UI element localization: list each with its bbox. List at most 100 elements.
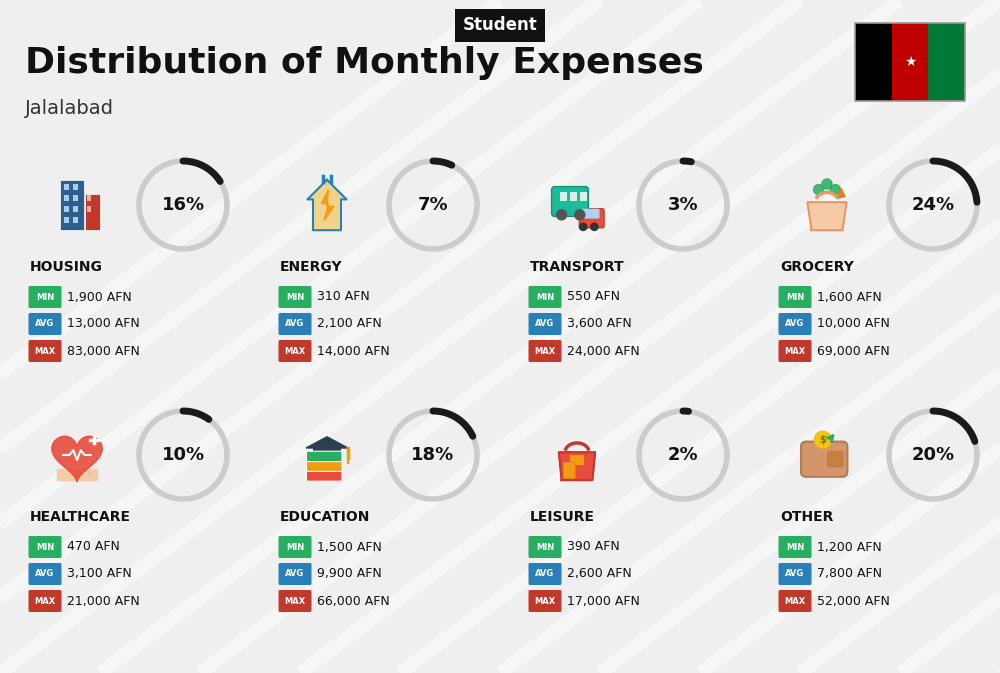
FancyBboxPatch shape	[778, 286, 812, 308]
Text: 2%: 2%	[668, 446, 698, 464]
Text: MIN: MIN	[786, 293, 804, 302]
Text: AVG: AVG	[35, 569, 55, 579]
FancyBboxPatch shape	[778, 313, 812, 335]
FancyBboxPatch shape	[306, 451, 342, 462]
Polygon shape	[807, 202, 847, 230]
Text: MAX: MAX	[34, 347, 56, 355]
Text: Distribution of Monthly Expenses: Distribution of Monthly Expenses	[25, 46, 704, 80]
FancyBboxPatch shape	[801, 441, 847, 476]
Text: 17,000 AFN: 17,000 AFN	[567, 594, 640, 608]
Text: Student: Student	[463, 16, 537, 34]
Polygon shape	[307, 180, 347, 230]
FancyBboxPatch shape	[528, 286, 562, 308]
Text: MAX: MAX	[34, 596, 56, 606]
Text: HEALTHCARE: HEALTHCARE	[30, 510, 131, 524]
FancyBboxPatch shape	[560, 192, 567, 201]
Circle shape	[830, 184, 840, 194]
FancyBboxPatch shape	[278, 286, 312, 308]
FancyBboxPatch shape	[278, 590, 312, 612]
Text: 18%: 18%	[411, 446, 455, 464]
Text: AVG: AVG	[785, 320, 805, 328]
Text: 3%: 3%	[668, 196, 698, 214]
Circle shape	[575, 210, 585, 220]
Text: MAX: MAX	[534, 347, 556, 355]
FancyBboxPatch shape	[570, 192, 577, 201]
Text: AVG: AVG	[535, 320, 555, 328]
Text: AVG: AVG	[535, 569, 555, 579]
Text: 1,500 AFN: 1,500 AFN	[317, 540, 382, 553]
FancyBboxPatch shape	[928, 23, 965, 101]
FancyBboxPatch shape	[528, 590, 562, 612]
Polygon shape	[306, 437, 348, 448]
FancyBboxPatch shape	[278, 313, 312, 335]
Text: 66,000 AFN: 66,000 AFN	[317, 594, 390, 608]
FancyBboxPatch shape	[64, 195, 69, 201]
FancyBboxPatch shape	[73, 184, 78, 190]
FancyBboxPatch shape	[29, 286, 62, 308]
Text: MAX: MAX	[284, 347, 306, 355]
FancyBboxPatch shape	[87, 195, 91, 201]
Text: MAX: MAX	[534, 596, 556, 606]
Circle shape	[822, 179, 832, 189]
FancyBboxPatch shape	[29, 563, 62, 585]
Text: 470 AFN: 470 AFN	[67, 540, 120, 553]
Text: ENERGY: ENERGY	[280, 260, 343, 274]
Text: 14,000 AFN: 14,000 AFN	[317, 345, 390, 357]
Polygon shape	[57, 469, 97, 481]
Text: 83,000 AFN: 83,000 AFN	[67, 345, 140, 357]
FancyBboxPatch shape	[73, 195, 78, 201]
Text: ★: ★	[904, 55, 916, 69]
Circle shape	[591, 223, 598, 230]
Text: MIN: MIN	[36, 542, 54, 551]
Text: GROCERY: GROCERY	[780, 260, 854, 274]
Text: MAX: MAX	[284, 596, 306, 606]
Text: HOUSING: HOUSING	[30, 260, 103, 274]
FancyBboxPatch shape	[579, 209, 604, 228]
FancyBboxPatch shape	[87, 206, 91, 212]
FancyBboxPatch shape	[528, 313, 562, 335]
Text: 1,900 AFN: 1,900 AFN	[67, 291, 132, 304]
Text: 550 AFN: 550 AFN	[567, 291, 620, 304]
Text: OTHER: OTHER	[780, 510, 833, 524]
FancyBboxPatch shape	[64, 217, 69, 223]
Polygon shape	[838, 188, 845, 198]
Text: MAX: MAX	[784, 596, 806, 606]
Text: AVG: AVG	[35, 320, 55, 328]
FancyBboxPatch shape	[552, 186, 588, 217]
Text: 20%: 20%	[911, 446, 955, 464]
Text: 16%: 16%	[161, 196, 205, 214]
FancyBboxPatch shape	[29, 313, 62, 335]
FancyBboxPatch shape	[528, 563, 562, 585]
FancyBboxPatch shape	[29, 340, 62, 362]
FancyBboxPatch shape	[313, 448, 341, 452]
Text: 7%: 7%	[418, 196, 448, 214]
FancyBboxPatch shape	[778, 340, 812, 362]
Text: 52,000 AFN: 52,000 AFN	[817, 594, 890, 608]
FancyBboxPatch shape	[60, 180, 84, 230]
FancyBboxPatch shape	[73, 217, 78, 223]
Circle shape	[557, 210, 567, 220]
Text: 3,100 AFN: 3,100 AFN	[67, 567, 132, 581]
Polygon shape	[321, 190, 334, 220]
FancyBboxPatch shape	[278, 563, 312, 585]
Text: AVG: AVG	[285, 320, 305, 328]
Circle shape	[580, 223, 587, 230]
Text: LEISURE: LEISURE	[530, 510, 595, 524]
Text: AVG: AVG	[285, 569, 305, 579]
FancyBboxPatch shape	[828, 452, 843, 467]
FancyBboxPatch shape	[563, 462, 575, 479]
FancyBboxPatch shape	[855, 23, 892, 101]
FancyBboxPatch shape	[570, 455, 584, 465]
Text: 9,900 AFN: 9,900 AFN	[317, 567, 382, 581]
Circle shape	[814, 184, 824, 194]
Text: TRANSPORT: TRANSPORT	[530, 260, 625, 274]
FancyBboxPatch shape	[778, 563, 812, 585]
Text: 2,100 AFN: 2,100 AFN	[317, 318, 382, 330]
Text: 24,000 AFN: 24,000 AFN	[567, 345, 640, 357]
Text: MIN: MIN	[536, 542, 554, 551]
FancyBboxPatch shape	[29, 590, 62, 612]
FancyBboxPatch shape	[64, 206, 69, 212]
FancyBboxPatch shape	[582, 209, 600, 219]
Text: 24%: 24%	[911, 196, 955, 214]
Text: 310 AFN: 310 AFN	[317, 291, 370, 304]
